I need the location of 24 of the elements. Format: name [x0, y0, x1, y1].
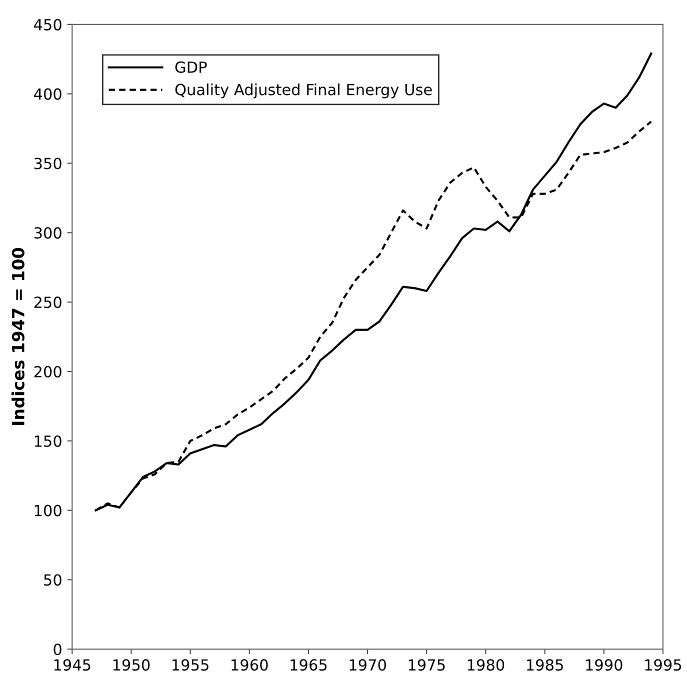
legend-label: Quality Adjusted Final Energy Use [175, 84, 432, 98]
x-tick-label: 1980 [468, 659, 504, 671]
x-tick-label: 1965 [290, 659, 327, 671]
y-tick-label: 0 [54, 644, 62, 656]
y-tick-label: 150 [34, 435, 62, 447]
x-tick-label: 1995 [645, 659, 682, 671]
y-axis-title: Indices 1947 = 100 [12, 248, 24, 425]
x-tick-label: 1955 [172, 659, 208, 671]
x-tick-label: 1985 [527, 659, 563, 671]
x-tick-label: 1970 [350, 659, 386, 671]
legend-label: GDP [175, 61, 207, 73]
x-tick-label: 1945 [54, 659, 90, 671]
x-tick-label: 1975 [408, 659, 445, 671]
y-tick-label: 50 [44, 574, 62, 586]
y-tick-label: 350 [34, 158, 62, 170]
x-tick-label: 1960 [232, 659, 268, 671]
y-tick-label: 450 [34, 18, 62, 30]
y-tick-label: 300 [34, 227, 62, 239]
y-tick-label: 400 [34, 88, 62, 100]
x-tick-label: 1950 [113, 659, 150, 671]
y-tick-label: 100 [34, 504, 62, 516]
y-tick-label: 250 [34, 296, 62, 308]
y-tick-label: 200 [34, 366, 62, 378]
x-tick-label: 1990 [586, 659, 622, 671]
